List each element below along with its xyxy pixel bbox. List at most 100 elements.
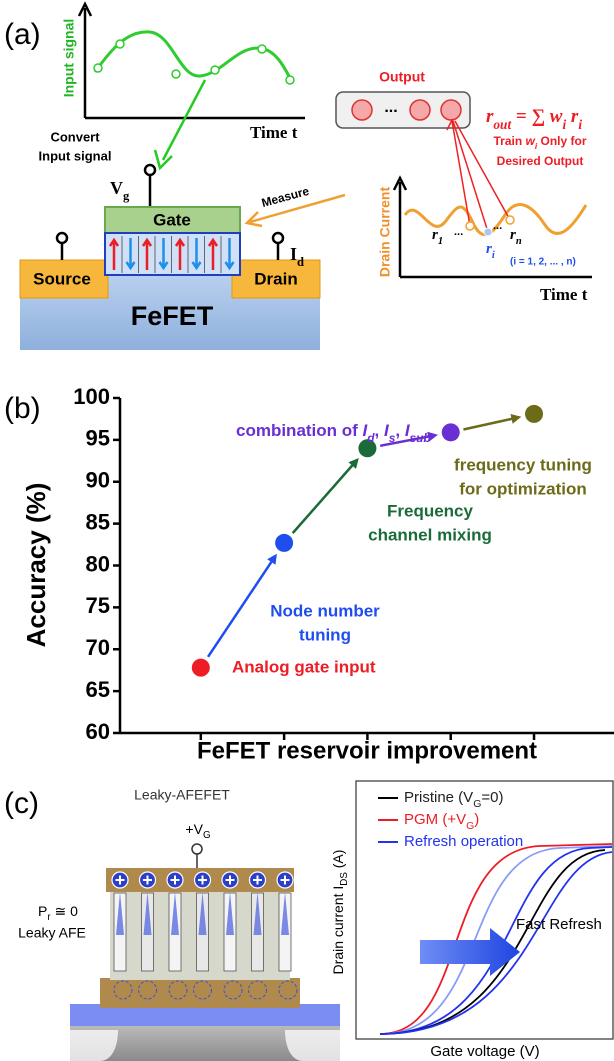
y-tick-label: 95	[86, 426, 110, 451]
x-axis-label: FeFET reservoir improvement	[197, 737, 537, 764]
node-label: rn	[510, 227, 522, 246]
text-part: 1	[438, 236, 443, 247]
axis-label: Input signal	[61, 19, 77, 98]
convert-text: Input signal	[39, 148, 112, 163]
data-point	[442, 423, 460, 441]
text-part: P	[38, 903, 47, 919]
text-part: n	[516, 236, 522, 247]
input-signal	[95, 32, 292, 82]
output-label: Output	[379, 69, 425, 85]
text-part: r	[566, 106, 579, 127]
index-note: (i = 1, 2, ... , n)	[510, 257, 576, 268]
readout-points	[484, 228, 492, 236]
y-tick-label: 70	[86, 635, 110, 660]
node-label: ri	[486, 241, 495, 260]
terminal	[192, 844, 202, 854]
text-part: sub	[410, 431, 431, 445]
terminal	[273, 233, 283, 243]
y-tick-label: 60	[86, 719, 110, 744]
y-tick-label: 65	[86, 677, 110, 702]
data-point	[192, 659, 210, 677]
text-part: I	[290, 244, 297, 264]
annotation: for optimization	[459, 479, 586, 498]
text-part: DS	[339, 872, 350, 886]
terminal	[145, 165, 155, 175]
ferroelectric-layer	[105, 233, 240, 275]
trend-arrow	[463, 418, 515, 430]
text-part: ,	[395, 421, 404, 440]
text-part: Drain current I	[330, 886, 346, 975]
data-point	[525, 405, 543, 423]
convert-arrow	[155, 80, 205, 168]
train-text: Train wi Only for	[493, 134, 586, 151]
terminal	[57, 233, 67, 243]
afe-base	[100, 978, 300, 1008]
panel-label: (c)	[4, 787, 39, 820]
annotation: frequency tuning	[454, 455, 592, 474]
figure: (a) Input signal Time t Convert Input si…	[0, 0, 614, 1061]
text-part: G	[466, 820, 474, 832]
drain-label: Drain	[254, 269, 297, 288]
layer-note: Pr ≅ 0	[38, 903, 78, 923]
axis-label: Time t	[540, 285, 588, 304]
y-tick-label: 75	[86, 593, 110, 618]
ellipsis: ...	[454, 226, 463, 238]
text-part: i	[578, 117, 582, 132]
x-axis-label: Gate voltage (V)	[430, 1043, 539, 1060]
text-part: g	[123, 189, 130, 203]
y-tick-label: 80	[86, 551, 110, 576]
data-point	[275, 534, 293, 552]
y-tick-label: 85	[86, 509, 110, 534]
text-part: combination of	[236, 421, 363, 440]
text-part: d	[297, 255, 304, 269]
plot: 60 65 70 75 80 85 90 95 100 Analog gate input Node…	[73, 384, 614, 744]
text-part: w	[550, 106, 563, 127]
refresh-label: Fast Refresh	[516, 916, 602, 933]
text-part: = ∑	[511, 106, 550, 127]
text-part: (A)	[330, 850, 346, 873]
sample-points	[94, 40, 294, 84]
layer-note: Leaky AFE	[18, 925, 86, 941]
text-part: PGM (+V	[404, 811, 466, 828]
text-part: i	[492, 250, 495, 261]
arrow-head	[510, 414, 521, 424]
text-part: G	[473, 798, 481, 810]
gate-voltage: +VG	[185, 821, 210, 841]
y-axis-label: Drain current IDS (A)	[330, 850, 350, 975]
annotation: Node number	[270, 601, 380, 620]
ellipsis: ...	[493, 220, 502, 232]
y-axis-label: Accuracy (%)	[21, 483, 51, 648]
node-label: r1	[432, 227, 443, 246]
text-part: ,	[375, 421, 384, 440]
ellipsis: ...	[384, 99, 397, 116]
axis-label: Drain Current	[377, 187, 393, 278]
axis	[79, 4, 91, 118]
convert-text: Convert	[50, 129, 100, 144]
text-part: Train	[493, 134, 525, 148]
y-tick-label: 100	[73, 384, 110, 409]
gate-label: Gate	[153, 210, 191, 229]
annotation: tuning	[299, 625, 351, 644]
text-part: Only for	[537, 134, 587, 148]
text-part: )	[474, 811, 479, 828]
source-label: Source	[33, 269, 91, 288]
y-tick-label: 90	[86, 468, 110, 493]
axis-label: Time t	[250, 123, 298, 142]
device-title: Leaky-AFEFET	[134, 787, 230, 803]
annotation: Frequency	[387, 501, 474, 520]
annotation: channel mixing	[368, 525, 492, 544]
panel-label: (b)	[4, 392, 41, 425]
trend-arrow	[208, 559, 274, 657]
readout-points	[466, 216, 514, 230]
text-part: =0)	[481, 789, 503, 806]
gate-voltage: Vg	[110, 178, 130, 203]
page: { "panel_a": { "label": "(a)", "input_ax…	[0, 0, 614, 1061]
text-part: Pristine (V	[404, 789, 473, 806]
text-part: +V	[185, 821, 203, 837]
text-part: G	[203, 830, 211, 841]
annotation: Analog gate input	[232, 657, 376, 676]
device-label: FeFET	[131, 301, 214, 331]
readout-formula: rout = ∑ wi ri	[486, 106, 582, 131]
train-text: Desired Output	[497, 154, 584, 168]
trend-arrow	[293, 463, 355, 534]
